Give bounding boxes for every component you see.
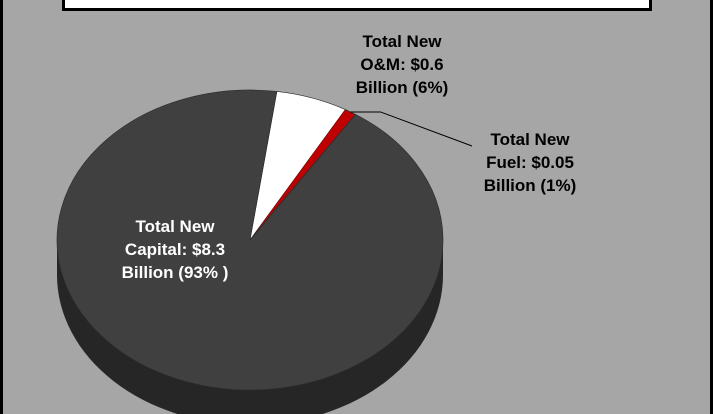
slice-label-total-new-fuel: Total New Fuel: $0.05 Billion (1%) bbox=[484, 130, 577, 195]
pie-top bbox=[56, 89, 444, 391]
leader-line-fuel bbox=[350, 111, 473, 147]
pie-slice-total-new-capital bbox=[56, 89, 444, 391]
slice-label-total-new-capital: Total New Capital: $8.3 Billion (93% ) bbox=[122, 217, 229, 282]
pie-side bbox=[57, 240, 443, 414]
leader-lines bbox=[350, 111, 473, 147]
slice-label-total-new-o-m: Total New O&M: $0.6 Billion (6%) bbox=[356, 32, 449, 97]
pie-side-wall bbox=[57, 240, 443, 414]
slice-labels: Total New Capital: $8.3 Billion (93% ) Tota… bbox=[122, 32, 577, 282]
chart-title-box bbox=[62, 0, 652, 11]
